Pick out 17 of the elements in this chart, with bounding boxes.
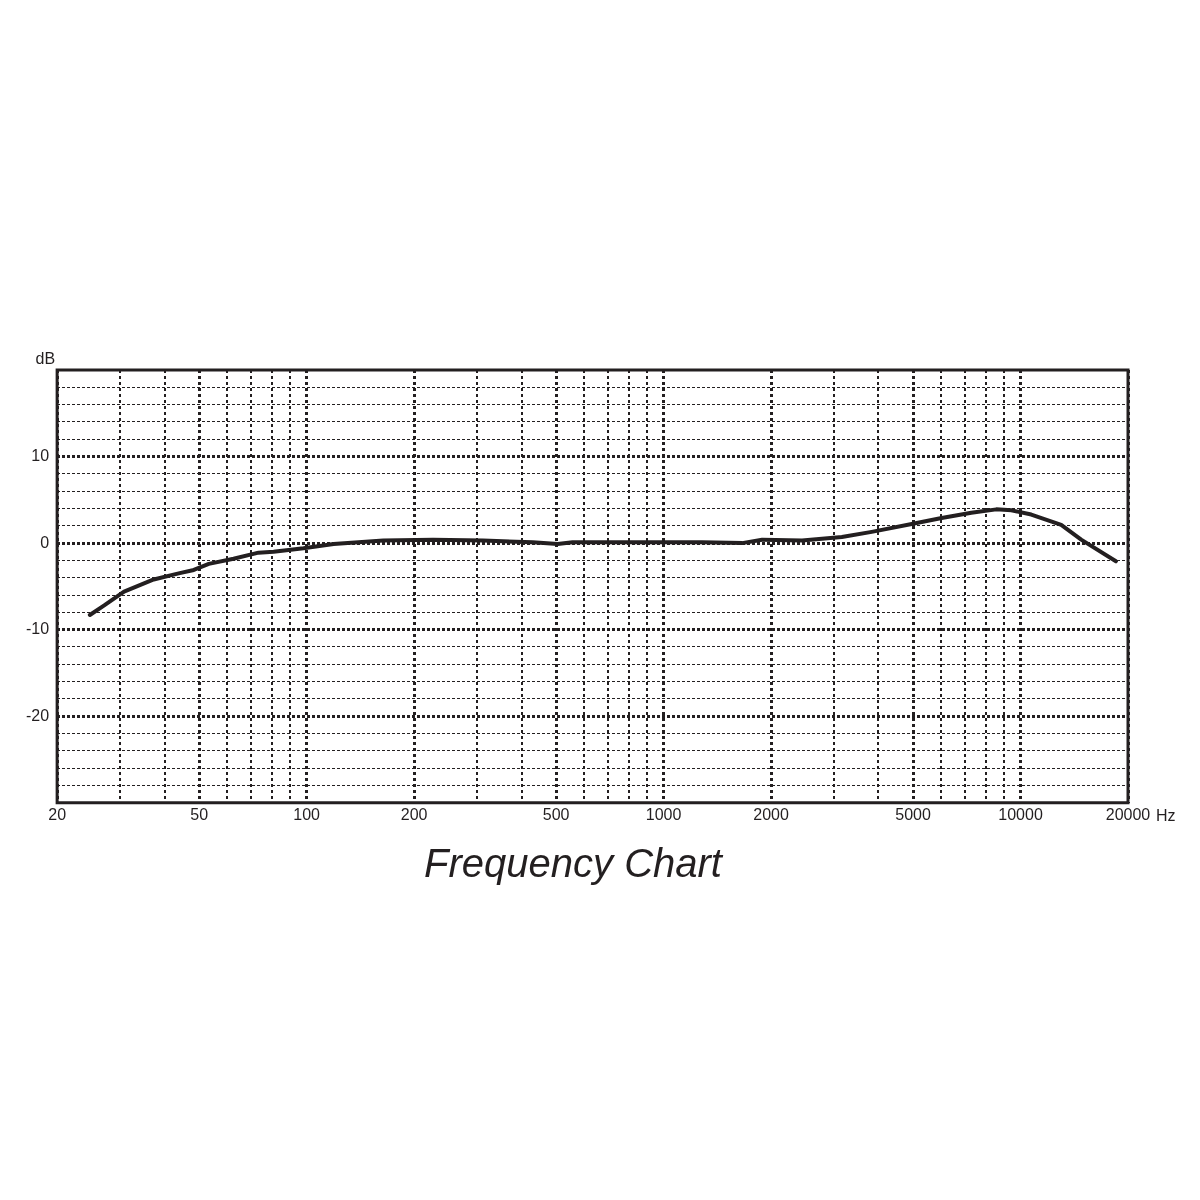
x-tick-label: 200	[400, 805, 428, 823]
x-tick-label: 2000	[753, 805, 789, 823]
x-tick-label: 500	[542, 805, 570, 823]
x-tick-label: 5000	[895, 805, 931, 823]
x-tick-label: 20000	[1105, 805, 1151, 823]
x-tick-label: 10000	[998, 805, 1043, 823]
y-tick-label: 10	[31, 446, 50, 464]
x-tick-label: 100	[293, 805, 321, 823]
y-tick-label: 0	[40, 533, 50, 551]
x-axis-title: Hz	[1156, 807, 1176, 825]
y-tick-label: -20	[26, 706, 50, 724]
x-tick-label: 20	[48, 805, 67, 823]
y-tick-label: -10	[26, 620, 50, 638]
x-tick-label: 1000	[645, 805, 682, 823]
x-tick-label: 50	[190, 805, 209, 823]
text: Frequency Chart	[424, 841, 724, 886]
y-axis-title: dB	[35, 350, 56, 368]
